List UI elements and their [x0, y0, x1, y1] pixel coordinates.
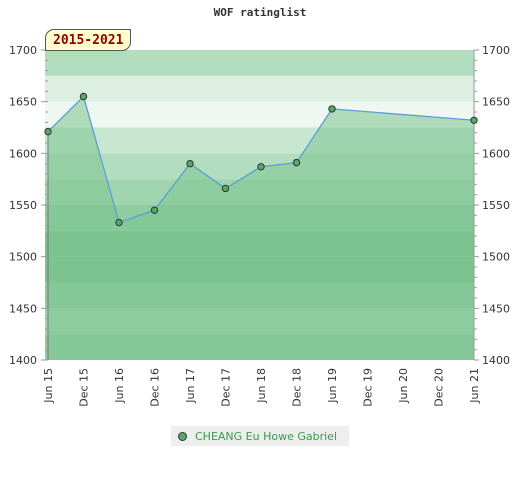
x-tick-label: Dec 15: [78, 368, 91, 407]
y-tick-label-left: 1550: [9, 199, 37, 212]
data-point: [44, 127, 52, 136]
y-tick-label-right: 1600: [482, 147, 510, 160]
series-area: [48, 96, 474, 360]
legend[interactable]: CHEANG Eu Howe Gabriel: [171, 426, 349, 446]
series-line: [47, 95, 475, 224]
series-line-layer: [47, 95, 475, 224]
x-tick-label: Jun 18: [255, 368, 268, 404]
data-point: [328, 105, 336, 113]
x-tick-label: Jun 20: [397, 368, 410, 404]
data-point: [292, 158, 301, 167]
x-tick-label: Jun 19: [326, 368, 339, 404]
chart-title: WOF ratinglist: [213, 6, 307, 19]
y-tick-label-left: 1650: [9, 96, 37, 109]
y-tick-label-right: 1400: [482, 354, 510, 367]
y-tick-label-right: 1550: [482, 199, 510, 212]
band: [45, 75, 474, 102]
x-tick-label: Jun 21: [468, 368, 481, 404]
data-point: [150, 206, 159, 214]
data-point: [115, 218, 123, 227]
legend-marker-icon: [178, 431, 187, 441]
y-tick-label-right: 1500: [482, 251, 510, 264]
legend-label: CHEANG Eu Howe Gabriel: [195, 429, 338, 443]
x-tick-label: Dec 20: [433, 368, 446, 407]
x-tick-label: Dec 19: [362, 368, 375, 407]
x-tick-label: Jun 15: [42, 368, 55, 404]
y-tick-label-right: 1650: [482, 96, 510, 109]
y-tick-label-left: 1500: [9, 251, 37, 264]
data-point: [470, 116, 478, 124]
area-fill-layer: [48, 96, 474, 360]
x-tick-label: Dec 18: [291, 368, 304, 407]
y-tick-label-left: 1700: [9, 44, 37, 57]
x-tick-label: Jun 16: [113, 368, 126, 404]
band: [45, 50, 474, 76]
x-tick-label: Dec 17: [220, 368, 233, 407]
x-tick-label: Jun 17: [184, 368, 197, 404]
data-point: [79, 92, 88, 101]
y-tick-label-left: 1400: [9, 354, 37, 367]
y-tick-label-right: 1450: [482, 302, 510, 315]
axes: [41, 49, 479, 361]
data-point: [257, 163, 265, 171]
y-tick-label-right: 1700: [482, 44, 510, 57]
x-tick-label: Dec 16: [149, 368, 162, 407]
data-point: [186, 159, 194, 168]
period-badge: 2015-2021: [45, 29, 132, 51]
data-point: [221, 184, 230, 193]
y-tick-label-left: 1450: [9, 302, 37, 315]
data-points: [44, 92, 478, 227]
tick-labels: 1400 1400 1450 1450 1500 1500 1550 1550 1600 1600…: [9, 44, 510, 407]
y-tick-label-left: 1600: [9, 147, 37, 160]
